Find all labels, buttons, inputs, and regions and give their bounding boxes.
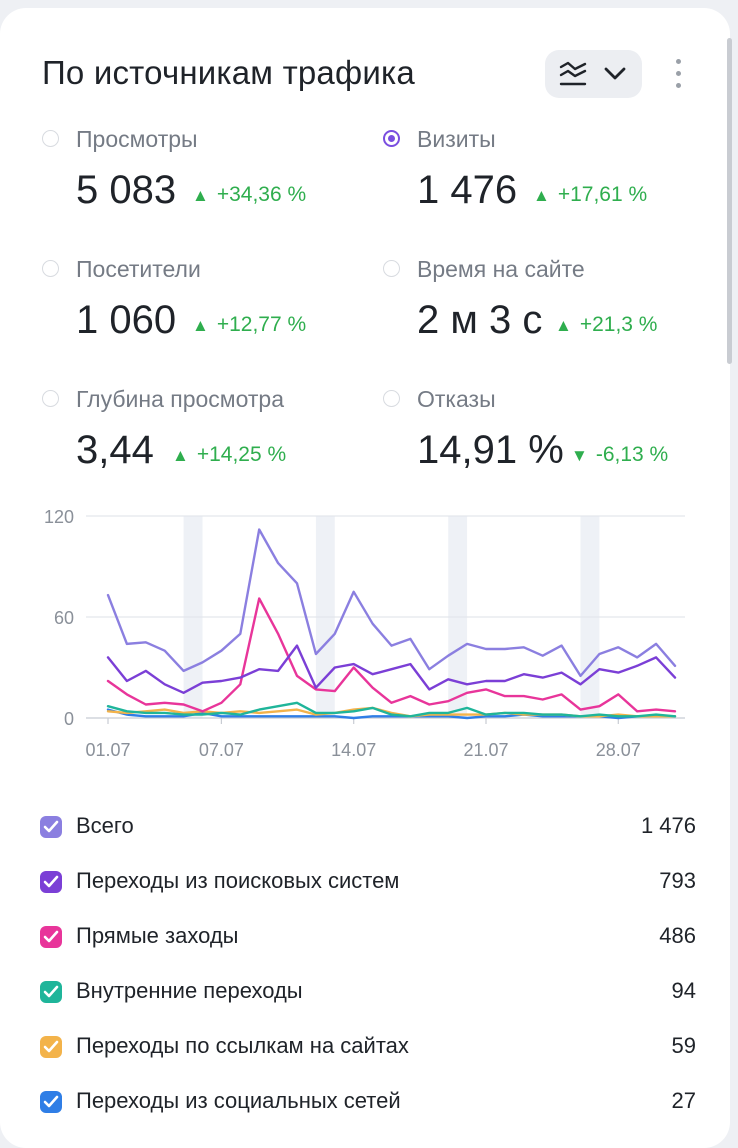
- x-tick-label: 07.07: [199, 740, 244, 760]
- check-icon: [43, 985, 59, 998]
- legend-item[interactable]: Переходы по ссылкам на сайтах 59: [40, 1028, 700, 1068]
- legend-item[interactable]: Внутренние переходы 94: [40, 973, 700, 1013]
- traffic-sources-widget: По источникам трафика Просмотры 5 083 ▲ +…: [0, 8, 732, 1148]
- legend-count: 1 476: [640, 813, 696, 838]
- metric-label: Время на сайте: [417, 256, 585, 282]
- legend-count: 27: [671, 1088, 696, 1113]
- legend-item[interactable]: Всего 1 476: [40, 808, 700, 848]
- metric-label: Визиты: [417, 126, 496, 152]
- check-icon: [43, 1040, 59, 1053]
- metric-delta: ▲ +12,77 %: [192, 313, 307, 336]
- radio-time-on-site[interactable]: [383, 260, 400, 277]
- radio-bounce[interactable]: [383, 390, 400, 407]
- scrollbar[interactable]: [727, 38, 732, 364]
- check-icon: [43, 875, 59, 888]
- metric-label: Глубина просмотра: [76, 386, 284, 412]
- metric-value: 5 083: [76, 168, 177, 212]
- metric-delta: ▲ +17,61 %: [533, 183, 648, 206]
- metric-delta: ▲ +14,25 %: [172, 443, 287, 466]
- arrow-up-icon: ▲: [192, 186, 209, 205]
- legend-checkbox[interactable]: [40, 1091, 62, 1113]
- metric-bounce[interactable]: Отказы 14,91 % ▼ -6,13 %: [383, 386, 703, 486]
- metric-value: 1 476: [417, 168, 518, 212]
- metric-value: 1 060: [76, 298, 177, 342]
- widget-title: По источникам трафика: [42, 54, 415, 91]
- legend-checkbox[interactable]: [40, 816, 62, 838]
- arrow-up-icon: ▲: [172, 446, 189, 465]
- metric-visits[interactable]: Визиты 1 476 ▲ +17,61 %: [383, 126, 703, 226]
- chevron-down-icon: [604, 67, 626, 80]
- y-tick-label: 120: [44, 507, 74, 527]
- radio-visits[interactable]: [383, 130, 400, 147]
- legend-label: Переходы из поисковых систем: [76, 868, 400, 893]
- legend-label: Переходы по ссылкам на сайтах: [76, 1033, 409, 1058]
- legend-label: Всего: [76, 813, 134, 838]
- legend-count: 793: [659, 868, 696, 893]
- legend-item[interactable]: Прямые заходы 486: [40, 918, 700, 958]
- legend-item[interactable]: Переходы из социальных сетей 27: [40, 1083, 700, 1123]
- legend-label: Прямые заходы: [76, 923, 239, 948]
- legend-label: Переходы из социальных сетей: [76, 1088, 401, 1113]
- x-tick-label: 01.07: [85, 740, 130, 760]
- series-line: [106, 528, 677, 678]
- x-tick-label: 21.07: [463, 740, 508, 760]
- metric-depth[interactable]: Глубина просмотра 3,44 ▲ +14,25 %: [42, 386, 362, 486]
- legend-count: 486: [659, 923, 696, 948]
- metric-pageviews[interactable]: Просмотры 5 083 ▲ +34,36 %: [42, 126, 362, 226]
- legend-count: 94: [671, 978, 696, 1003]
- more-vertical-icon[interactable]: [666, 56, 692, 92]
- series-line: [106, 597, 677, 713]
- metric-delta: ▲ +34,36 %: [192, 183, 307, 206]
- arrow-up-icon: ▲: [192, 316, 209, 335]
- traffic-line-chart[interactable]: 0 60 120 01.07 07.07 14.07 21.07 28.07: [30, 498, 700, 768]
- check-icon: [43, 820, 59, 833]
- metric-label: Посетители: [76, 256, 201, 282]
- metric-value: 3,44: [76, 428, 154, 472]
- legend-checkbox[interactable]: [40, 926, 62, 948]
- radio-visitors[interactable]: [42, 260, 59, 277]
- metric-value: 2 м 3 с: [417, 298, 543, 342]
- metric-delta: ▲ +21,3 %: [555, 313, 658, 336]
- chart-type-dropdown[interactable]: [545, 50, 642, 98]
- metric-visitors[interactable]: Посетители 1 060 ▲ +12,77 %: [42, 256, 362, 356]
- legend-checkbox[interactable]: [40, 1036, 62, 1058]
- arrow-down-icon: ▼: [571, 446, 588, 465]
- metric-delta: ▼ -6,13 %: [571, 443, 669, 466]
- legend-label: Внутренние переходы: [76, 978, 303, 1003]
- series-line: [106, 701, 677, 718]
- x-tick-label: 14.07: [331, 740, 376, 760]
- legend-count: 59: [671, 1033, 696, 1058]
- metric-value: 14,91 %: [417, 428, 564, 472]
- metric-label: Просмотры: [76, 126, 198, 152]
- y-tick-label: 0: [64, 709, 74, 729]
- legend-item[interactable]: Переходы из поисковых систем 793: [40, 863, 700, 903]
- series-line: [106, 644, 677, 694]
- legend-checkbox[interactable]: [40, 981, 62, 1003]
- arrow-up-icon: ▲: [533, 186, 550, 205]
- check-icon: [43, 930, 59, 943]
- chart-lines-icon: [559, 61, 587, 86]
- legend-checkbox[interactable]: [40, 871, 62, 893]
- arrow-up-icon: ▲: [555, 316, 572, 335]
- radio-depth[interactable]: [42, 390, 59, 407]
- radio-pageviews[interactable]: [42, 130, 59, 147]
- y-tick-label: 60: [54, 608, 74, 628]
- check-icon: [43, 1095, 59, 1108]
- metric-time-on-site[interactable]: Время на сайте 2 м 3 с ▲ +21,3 %: [383, 256, 703, 356]
- metric-label: Отказы: [417, 386, 496, 412]
- x-tick-label: 28.07: [596, 740, 641, 760]
